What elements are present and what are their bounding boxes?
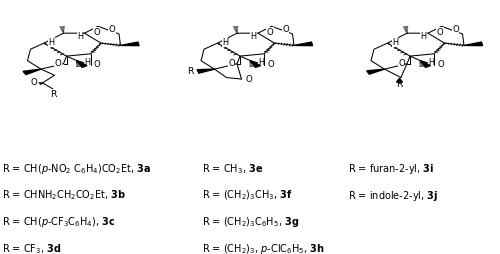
Text: O: O <box>267 28 274 37</box>
Text: R = indole-2-yl, $\mathbf{3j}$: R = indole-2-yl, $\mathbf{3j}$ <box>348 188 438 202</box>
Text: O: O <box>267 59 274 68</box>
Text: H: H <box>222 38 228 47</box>
Polygon shape <box>197 70 214 74</box>
Text: R: R <box>50 90 56 99</box>
Polygon shape <box>396 79 402 83</box>
Text: O: O <box>94 59 100 68</box>
Polygon shape <box>120 43 139 46</box>
Text: R = CH$_3$, $\mathbf{3e}$: R = CH$_3$, $\mathbf{3e}$ <box>202 161 264 175</box>
Text: H: H <box>48 38 54 47</box>
Polygon shape <box>294 43 312 46</box>
Text: R = CH($p$-NO$_2$ C$_6$H$_4$)CO$_2$Et, $\mathbf{3a}$: R = CH($p$-NO$_2$ C$_6$H$_4$)CO$_2$Et, $… <box>2 161 152 175</box>
Text: H: H <box>250 32 256 41</box>
Text: R: R <box>188 67 194 76</box>
Text: R: R <box>396 80 402 88</box>
Text: O: O <box>228 59 235 68</box>
Text: R = furan-2-yl, $\mathbf{3i}$: R = furan-2-yl, $\mathbf{3i}$ <box>348 161 434 175</box>
Text: O: O <box>452 25 459 34</box>
Text: R = CHNH$_2$CH$_2$CO$_2$Et, $\mathbf{3b}$: R = CHNH$_2$CH$_2$CO$_2$Et, $\mathbf{3b}… <box>2 188 126 202</box>
Text: O: O <box>437 28 444 37</box>
Polygon shape <box>23 70 41 75</box>
Text: O: O <box>282 25 289 34</box>
Text: R = (CH$_2$)$_3$CH$_3$, $\mathbf{3f}$: R = (CH$_2$)$_3$CH$_3$, $\mathbf{3f}$ <box>202 188 293 201</box>
Text: O: O <box>30 77 37 87</box>
Text: O: O <box>54 59 62 68</box>
Text: H: H <box>392 38 398 47</box>
Text: R = CH($p$-CF$_3$C$_6$H$_4$), $\mathbf{3c}$: R = CH($p$-CF$_3$C$_6$H$_4$), $\mathbf{3… <box>2 215 116 229</box>
Text: R = (CH$_2$)$_3$, $p$-ClC$_6$H$_5$, $\mathbf{3h}$: R = (CH$_2$)$_3$, $p$-ClC$_6$H$_5$, $\ma… <box>202 241 325 254</box>
Text: O: O <box>94 28 100 37</box>
Polygon shape <box>77 61 87 68</box>
Polygon shape <box>250 61 260 68</box>
Text: H: H <box>428 58 434 67</box>
Text: O: O <box>398 59 405 68</box>
Polygon shape <box>366 70 384 75</box>
Text: R = (CH$_2$)$_3$C$_6$H$_5$, $\mathbf{3g}$: R = (CH$_2$)$_3$C$_6$H$_5$, $\mathbf{3g}… <box>202 215 300 229</box>
Text: H: H <box>258 58 264 67</box>
Polygon shape <box>464 43 482 46</box>
Text: O: O <box>108 25 116 34</box>
Polygon shape <box>420 61 430 68</box>
Text: H: H <box>420 32 426 41</box>
Text: O: O <box>437 59 444 68</box>
Text: H: H <box>77 32 83 41</box>
Text: R = CF$_3$, $\mathbf{3d}$: R = CF$_3$, $\mathbf{3d}$ <box>2 241 62 254</box>
Text: O: O <box>246 74 252 84</box>
Text: H: H <box>84 58 90 67</box>
